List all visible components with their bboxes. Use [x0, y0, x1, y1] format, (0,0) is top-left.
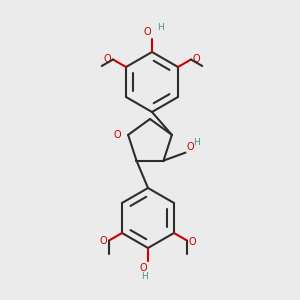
Text: O: O	[113, 130, 121, 140]
Text: H: H	[194, 138, 200, 147]
Text: O: O	[143, 27, 151, 37]
Text: O: O	[187, 142, 194, 152]
Text: O: O	[140, 263, 147, 273]
Text: O: O	[99, 236, 107, 247]
Text: O: O	[103, 53, 111, 64]
Text: O: O	[189, 236, 196, 247]
Text: O: O	[193, 53, 201, 64]
Text: H: H	[157, 23, 164, 32]
Text: H: H	[142, 272, 148, 281]
